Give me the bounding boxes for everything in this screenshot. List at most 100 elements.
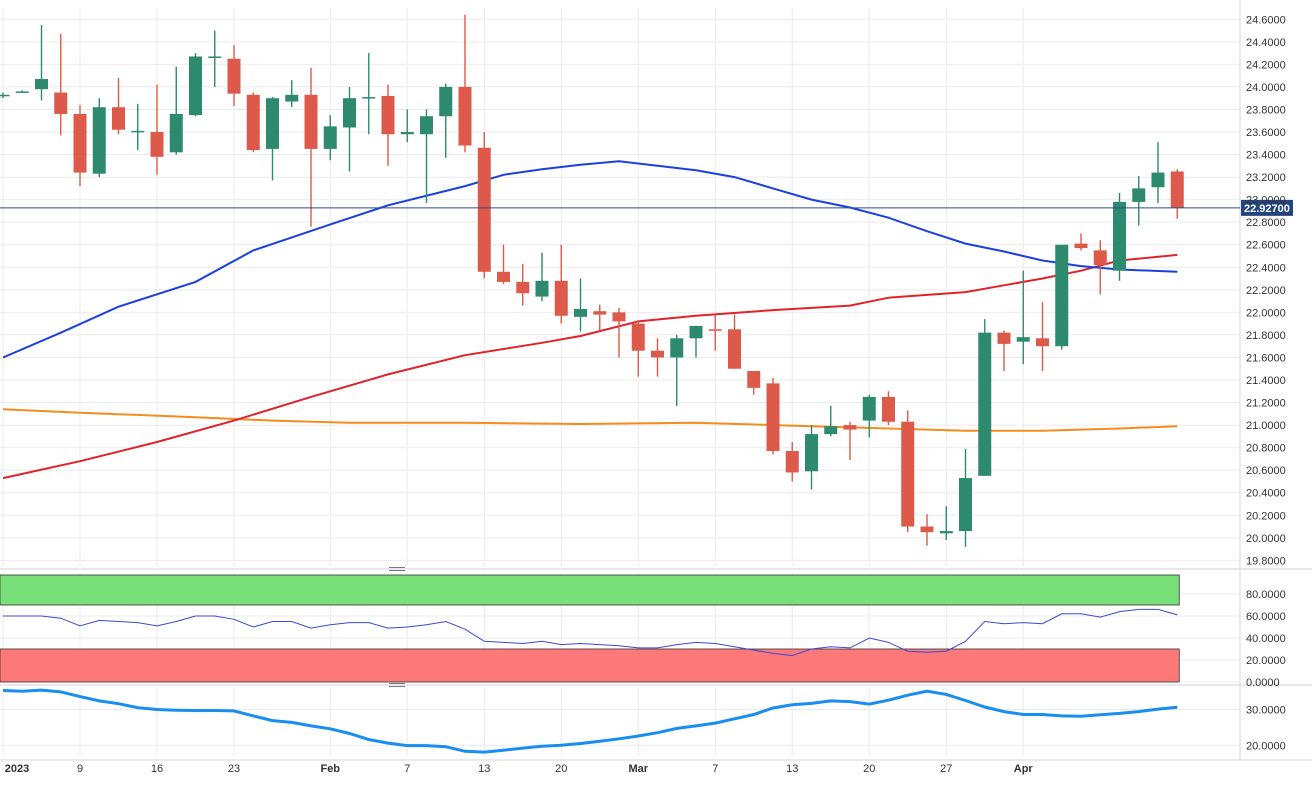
candle-body: [959, 478, 972, 532]
candle: [651, 338, 664, 377]
price-tick-label: 23.8000: [1246, 104, 1286, 116]
panel-separators[interactable]: [0, 567, 1312, 687]
candle: [689, 325, 703, 358]
x-tick-label: 13: [478, 763, 490, 775]
price-tick-label: 24.6000: [1246, 14, 1286, 26]
candle-body: [15, 91, 29, 93]
indicator-tick-label: 20.0000: [1246, 740, 1286, 752]
candle-body: [266, 98, 279, 149]
panel-resize-handle[interactable]: [389, 683, 405, 687]
candle: [862, 394, 876, 438]
price-tick-label: 24.4000: [1246, 37, 1286, 49]
candle-body: [73, 113, 87, 173]
price-tick-label: 21.2000: [1246, 398, 1286, 410]
candle: [901, 410, 915, 533]
rsi-tick-label: 20.0000: [1246, 655, 1286, 667]
candle-body: [1170, 171, 1184, 208]
rsi-line: [3, 608, 1178, 657]
candle: [0, 92, 10, 99]
x-tick-label: 7: [404, 763, 410, 775]
candle: [1055, 244, 1069, 350]
candle-body: [1036, 338, 1049, 347]
candle: [150, 84, 164, 175]
candle-body: [112, 107, 125, 130]
candle: [112, 77, 125, 135]
candle: [920, 514, 934, 546]
price-tick-label: 23.0000: [1246, 195, 1286, 207]
candle-body: [920, 526, 934, 533]
price-tick-label: 22.0000: [1246, 307, 1286, 319]
candle: [131, 103, 145, 151]
overbought-zone: [0, 574, 1180, 606]
candle-body: [1132, 188, 1146, 202]
candle: [554, 244, 568, 324]
candle: [843, 421, 857, 461]
price-tick-label: 20.8000: [1246, 443, 1286, 455]
candle-body: [227, 58, 241, 94]
candle-body: [208, 56, 222, 58]
candle: [670, 334, 684, 406]
candle: [1151, 142, 1165, 204]
candle: [708, 314, 722, 351]
candle: [246, 92, 260, 153]
ma-slow-line: [2, 408, 1178, 432]
price-tick-label: 24.2000: [1246, 59, 1286, 71]
candle-body: [0, 94, 10, 97]
candle: [959, 448, 972, 547]
x-tick-label: 23: [228, 763, 240, 775]
candle-body: [574, 308, 587, 317]
candle: [1074, 233, 1088, 251]
candle: [92, 98, 106, 178]
x-tick-label: 16: [151, 763, 163, 775]
candle: [15, 90, 29, 93]
candle-body: [516, 281, 530, 294]
panel-resize-handle[interactable]: [389, 567, 405, 571]
moving-average-lines: [2, 160, 1178, 480]
candle: [997, 330, 1011, 371]
candle: [73, 104, 87, 187]
candle-body: [978, 332, 992, 476]
candle-body: [150, 132, 164, 157]
candle: [304, 67, 318, 227]
candle: [266, 97, 279, 181]
candle: [1036, 302, 1049, 371]
candle-body: [189, 56, 202, 116]
candle: [978, 319, 992, 476]
candle-body: [728, 329, 741, 369]
candle-body: [805, 434, 818, 472]
x-tick-label: Mar: [628, 763, 648, 775]
candle: [1113, 192, 1126, 281]
candle: [882, 391, 895, 426]
candle: [593, 304, 607, 331]
price-tick-label: 23.4000: [1246, 150, 1286, 162]
y-axis: 24.6000 24.4000 24.2000 24.0000 23.8000 23.60…: [1246, 14, 1286, 752]
x-tick-label: Feb: [320, 763, 340, 775]
price-tick-label: 21.0000: [1246, 420, 1286, 432]
price-tick-label: 23.2000: [1246, 172, 1286, 184]
candle-body: [843, 425, 857, 430]
candle: [35, 24, 48, 101]
candle-body: [593, 311, 607, 315]
indicator-lines: [2, 608, 1178, 754]
candle-body: [304, 94, 318, 149]
rsi-tick-label: 80.0000: [1246, 589, 1286, 601]
candle: [400, 109, 414, 143]
candle-body: [1113, 201, 1126, 271]
candle-body: [323, 126, 337, 149]
candle: [323, 115, 337, 161]
oversold-zone: [0, 648, 1180, 683]
candle: [420, 109, 433, 204]
candle-body: [708, 329, 722, 331]
candle-body: [246, 94, 260, 151]
candle-body: [766, 383, 780, 452]
candle: [574, 278, 587, 332]
candle-body: [362, 97, 376, 99]
candle-body: [1074, 243, 1088, 249]
rsi-zones: [0, 574, 1180, 683]
candle-body: [439, 86, 453, 117]
candle: [824, 405, 838, 437]
candle-body: [1093, 250, 1107, 266]
candle: [381, 84, 395, 166]
ma-fast-line: [2, 160, 1178, 359]
